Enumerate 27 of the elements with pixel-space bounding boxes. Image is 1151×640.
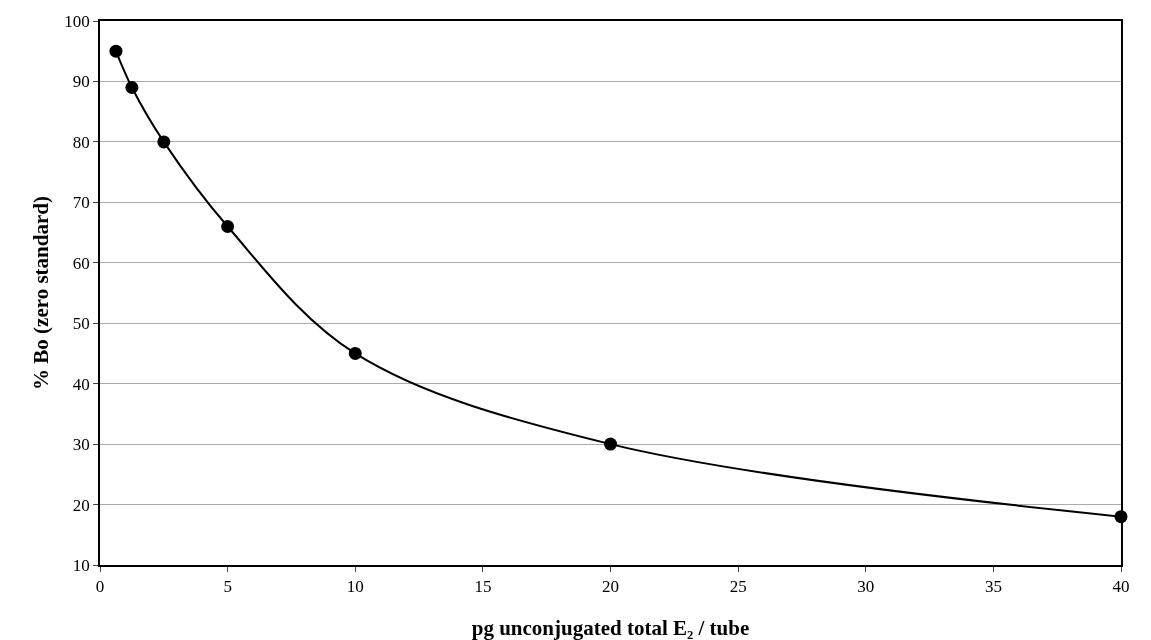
y-tick-label: 40 xyxy=(72,374,90,394)
x-tick-label: 25 xyxy=(729,577,747,597)
point xyxy=(125,80,139,94)
x-tick-label: 0 xyxy=(95,577,105,597)
x-tick-label: 30 xyxy=(857,577,875,597)
y-tick-label: 30 xyxy=(72,435,90,455)
point xyxy=(109,44,123,58)
y-tick-label: 60 xyxy=(72,253,90,273)
x-axis-title: pg unconjugated total E₂ / tube xyxy=(471,616,750,640)
y-tick-label: 90 xyxy=(72,72,90,92)
x-tick-label: 10 xyxy=(346,577,364,597)
y-tick-label: 80 xyxy=(72,132,90,152)
point xyxy=(604,437,617,451)
y-tick-label: 20 xyxy=(72,495,90,515)
point xyxy=(348,346,362,360)
point xyxy=(221,220,235,233)
x-tick-label: 15 xyxy=(474,577,492,597)
point xyxy=(157,135,171,149)
y-tick-label: 100 xyxy=(64,11,90,31)
x-tick-label: 40 xyxy=(1112,577,1130,597)
x-tick-label: 35 xyxy=(984,577,1002,597)
x-tick-label: 5 xyxy=(223,577,232,597)
x-tick-label: 20 xyxy=(602,577,619,597)
y-tick-label: 70 xyxy=(72,193,90,213)
y-axis-title: % Bo (zero standard) xyxy=(28,196,53,390)
y-tick-label: 50 xyxy=(72,314,90,334)
y-tick-label: 10 xyxy=(72,555,90,575)
